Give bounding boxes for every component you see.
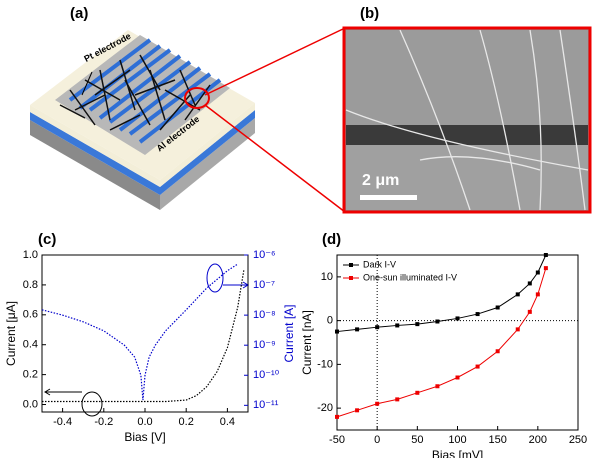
x-tick-label: 0.2 [179,416,194,428]
y-tick-label: 0.4 [23,339,38,351]
y2-tick-label: 10⁻⁹ [253,339,276,351]
panel-label: (a) [70,5,88,22]
marker [535,292,540,297]
marker [495,349,500,354]
x-tick-label: 0 [374,434,380,446]
x-tick-label: 200 [529,434,547,446]
marker [543,266,548,271]
marker [395,323,400,328]
x-tick-label: 0.4 [220,416,235,428]
marker [475,364,480,369]
marker [375,401,380,406]
legend-label: One-sun illuminated I-V [363,272,457,282]
y2-tick-label: 10⁻⁶ [253,249,276,261]
y-axis-title: Current [nA] [300,310,314,375]
legend-marker [349,263,353,267]
x-tick-label: 250 [569,434,587,446]
y-tick-label: 1.0 [23,249,38,261]
panel-label: (b) [360,5,379,22]
y-tick-label: 0.0 [23,398,38,410]
marker [515,292,520,297]
marker [335,329,339,334]
x-tick-label: -0.2 [94,416,113,428]
device-illustration: Pt electrode Al electrode [30,30,255,210]
marker [495,305,500,310]
y2-tick-label: 10⁻¹⁰ [253,369,280,381]
marker [415,390,420,395]
marker [355,408,360,413]
x-tick-label: -50 [329,434,345,446]
y-tick-label: -20 [317,402,333,414]
marker [335,414,339,419]
series-line [42,269,245,403]
marker [475,312,480,317]
y-tick-label: 0.8 [23,279,38,291]
x-tick-label: 50 [411,434,423,446]
marker [543,253,548,257]
marker [415,322,420,327]
marker [535,270,540,275]
scale-bar-label: 2 μm [362,172,399,189]
marker [355,327,360,332]
marker [395,397,400,402]
x-axis-title: Bias [mV] [432,448,483,458]
marker [455,375,460,380]
marker [435,319,440,324]
y-tick-label: 0.6 [23,309,38,321]
series-line [336,267,547,418]
x-tick-label: -0.4 [53,416,72,428]
marker [515,327,520,332]
y2-axis-title: Current [A] [282,304,296,362]
plot-frame [41,254,249,413]
marker [527,281,532,286]
y-tick-label: 10 [321,271,333,283]
x-tick-label: 0.0 [137,416,152,428]
annotation [44,263,249,417]
y-tick-label: -10 [317,358,333,370]
legend-label: Dark I-V [363,259,396,269]
marker [455,316,460,321]
marker [375,325,380,330]
x-tick-label: 150 [488,434,506,446]
y-axis-title: Current [μA] [4,301,18,366]
y2-tick-label: 10⁻⁷ [253,279,275,291]
panel-label: (d) [322,231,341,248]
y2-tick-label: 10⁻¹¹ [253,399,279,411]
x-axis-title: Bias [V] [124,430,165,444]
y2-tick-label: 10⁻⁸ [253,309,276,321]
series-line [41,263,239,401]
panel-label: (c) [38,231,56,248]
marker [527,309,532,314]
x-tick-label: 100 [448,434,466,446]
y-tick-label: 0 [327,315,333,327]
y-tick-label: 0.2 [23,369,38,381]
sem-image: 2 μm [342,26,592,214]
marker [435,384,440,389]
legend-marker [349,276,353,280]
